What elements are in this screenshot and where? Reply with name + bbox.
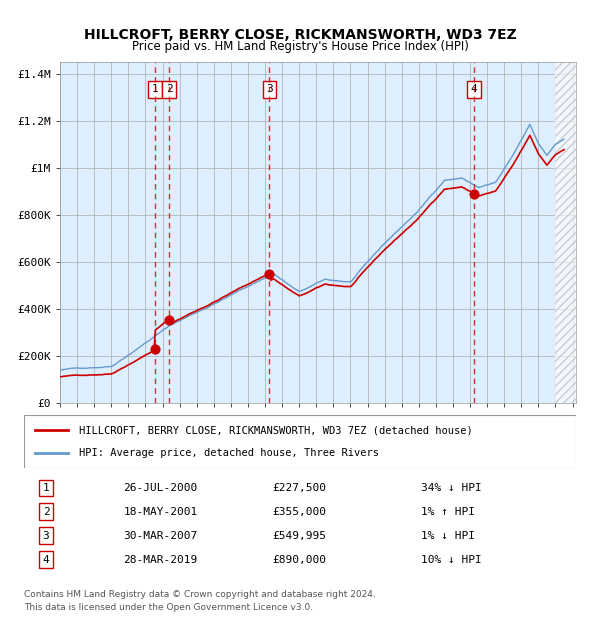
Text: 4: 4 bbox=[471, 84, 478, 94]
HPI: Average price, detached house, Three Rivers: (2.01e+03, 5.2e+05): Average price, detached house, Three Riv… bbox=[334, 277, 341, 285]
Bar bbox=[556, 62, 576, 403]
FancyBboxPatch shape bbox=[24, 415, 576, 468]
Text: 2: 2 bbox=[43, 507, 49, 517]
HPI: Average price, detached house, Three Rivers: (2.01e+03, 4.86e+05): Average price, detached house, Three Riv… bbox=[303, 285, 310, 293]
Bar bbox=[556, 50, 581, 403]
Text: HILLCROFT, BERRY CLOSE, RICKMANSWORTH, WD3 7EZ: HILLCROFT, BERRY CLOSE, RICKMANSWORTH, W… bbox=[83, 28, 517, 42]
HILLCROFT, BERRY CLOSE, RICKMANSWORTH, WD3 7EZ (detached house) bbox=[173, 317, 181, 324]
Line: HPI: Average price, detached house, Three Rivers: HPI: Average price, detached house, Thre… bbox=[60, 125, 564, 370]
HILLCROFT, BERRY CLOSE, RICKMANSWORTH, WD3 7EZ (detached house) bbox=[137, 354, 145, 361]
HPI: Average price, detached house, Three Rivers: (2e+03, 3.45e+05): Average price, detached house, Three Riv… bbox=[173, 318, 181, 326]
Text: 1: 1 bbox=[152, 84, 158, 94]
Text: HILLCROFT, BERRY CLOSE, RICKMANSWORTH, WD3 7EZ (detached house): HILLCROFT, BERRY CLOSE, RICKMANSWORTH, W… bbox=[79, 425, 473, 435]
Text: Price paid vs. HM Land Registry's House Price Index (HPI): Price paid vs. HM Land Registry's House … bbox=[131, 40, 469, 53]
HILLCROFT, BERRY CLOSE, RICKMANSWORTH, WD3 7EZ (detached house) bbox=[303, 290, 310, 297]
Text: 3: 3 bbox=[266, 84, 272, 94]
Text: 2: 2 bbox=[166, 84, 172, 94]
Text: 30-MAR-2007: 30-MAR-2007 bbox=[124, 531, 197, 541]
Text: HPI: Average price, detached house, Three Rivers: HPI: Average price, detached house, Thre… bbox=[79, 448, 379, 458]
HILLCROFT, BERRY CLOSE, RICKMANSWORTH, WD3 7EZ (detached house) bbox=[334, 282, 341, 290]
HPI: Average price, detached house, Three Rivers: (2.02e+03, 1.03e+06): Average price, detached house, Three Riv… bbox=[506, 156, 514, 164]
Text: 1: 1 bbox=[43, 483, 49, 493]
Text: Contains HM Land Registry data © Crown copyright and database right 2024.: Contains HM Land Registry data © Crown c… bbox=[24, 590, 376, 600]
HPI: Average price, detached house, Three Rivers: (2.02e+03, 1.19e+06): Average price, detached house, Three Riv… bbox=[526, 121, 533, 128]
Point bbox=[151, 345, 160, 355]
HILLCROFT, BERRY CLOSE, RICKMANSWORTH, WD3 7EZ (detached house) bbox=[526, 131, 533, 139]
HILLCROFT, BERRY CLOSE, RICKMANSWORTH, WD3 7EZ (detached house) bbox=[56, 373, 64, 381]
HILLCROFT, BERRY CLOSE, RICKMANSWORTH, WD3 7EZ (detached house) bbox=[506, 166, 514, 173]
HILLCROFT, BERRY CLOSE, RICKMANSWORTH, WD3 7EZ (detached house) bbox=[560, 146, 568, 153]
Text: 4: 4 bbox=[43, 554, 49, 565]
Text: £890,000: £890,000 bbox=[272, 554, 326, 565]
HILLCROFT, BERRY CLOSE, RICKMANSWORTH, WD3 7EZ (detached house) bbox=[95, 371, 102, 378]
Text: 34% ↓ HPI: 34% ↓ HPI bbox=[421, 483, 482, 493]
Text: 18-MAY-2001: 18-MAY-2001 bbox=[124, 507, 197, 517]
Text: 28-MAR-2019: 28-MAR-2019 bbox=[124, 554, 197, 565]
Text: This data is licensed under the Open Government Licence v3.0.: This data is licensed under the Open Gov… bbox=[24, 603, 313, 612]
Text: £355,000: £355,000 bbox=[272, 507, 326, 517]
Point bbox=[265, 268, 274, 278]
Text: 1% ↓ HPI: 1% ↓ HPI bbox=[421, 531, 475, 541]
Text: £227,500: £227,500 bbox=[272, 483, 326, 493]
HPI: Average price, detached house, Three Rivers: (2e+03, 1.4e+05): Average price, detached house, Three Riv… bbox=[56, 366, 64, 374]
Text: 10% ↓ HPI: 10% ↓ HPI bbox=[421, 554, 482, 565]
HPI: Average price, detached house, Three Rivers: (2.02e+03, 1.12e+06): Average price, detached house, Three Riv… bbox=[560, 136, 568, 143]
Line: HILLCROFT, BERRY CLOSE, RICKMANSWORTH, WD3 7EZ (detached house): HILLCROFT, BERRY CLOSE, RICKMANSWORTH, W… bbox=[60, 135, 564, 377]
Text: 26-JUL-2000: 26-JUL-2000 bbox=[124, 483, 197, 493]
Text: 3: 3 bbox=[43, 531, 49, 541]
HPI: Average price, detached house, Three Rivers: (2e+03, 1.51e+05): Average price, detached house, Three Riv… bbox=[95, 364, 102, 371]
Point bbox=[164, 314, 174, 324]
Text: £549,995: £549,995 bbox=[272, 531, 326, 541]
Text: 1% ↑ HPI: 1% ↑ HPI bbox=[421, 507, 475, 517]
HPI: Average price, detached house, Three Rivers: (2e+03, 2.42e+05): Average price, detached house, Three Riv… bbox=[137, 342, 145, 350]
Point bbox=[469, 188, 479, 198]
